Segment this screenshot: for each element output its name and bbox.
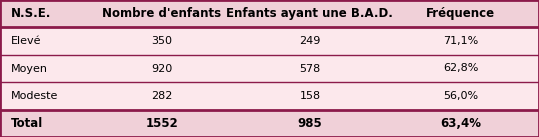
Text: 62,8%: 62,8% — [443, 64, 479, 73]
Bar — [0, 55, 539, 82]
Text: 56,0%: 56,0% — [443, 91, 479, 101]
Text: Nombre d'enfants: Nombre d'enfants — [102, 7, 222, 20]
Text: Moyen: Moyen — [11, 64, 48, 73]
Text: 920: 920 — [151, 64, 172, 73]
Text: Total: Total — [11, 117, 43, 130]
Bar — [0, 110, 539, 137]
Text: Fréquence: Fréquence — [426, 7, 495, 20]
Text: Modeste: Modeste — [11, 91, 58, 101]
Text: 282: 282 — [151, 91, 172, 101]
Text: 350: 350 — [151, 36, 172, 46]
Text: 985: 985 — [298, 117, 322, 130]
Text: 63,4%: 63,4% — [440, 117, 481, 130]
Text: Enfants ayant une B.A.D.: Enfants ayant une B.A.D. — [226, 7, 393, 20]
Bar — [0, 82, 539, 110]
Bar — [0, 27, 539, 55]
Text: N.S.E.: N.S.E. — [11, 7, 51, 20]
Text: 1552: 1552 — [146, 117, 178, 130]
Text: 578: 578 — [299, 64, 321, 73]
Text: 158: 158 — [299, 91, 321, 101]
Text: 71,1%: 71,1% — [443, 36, 479, 46]
Text: 249: 249 — [299, 36, 321, 46]
Text: Elevé: Elevé — [11, 36, 42, 46]
Bar — [0, 0, 539, 27]
